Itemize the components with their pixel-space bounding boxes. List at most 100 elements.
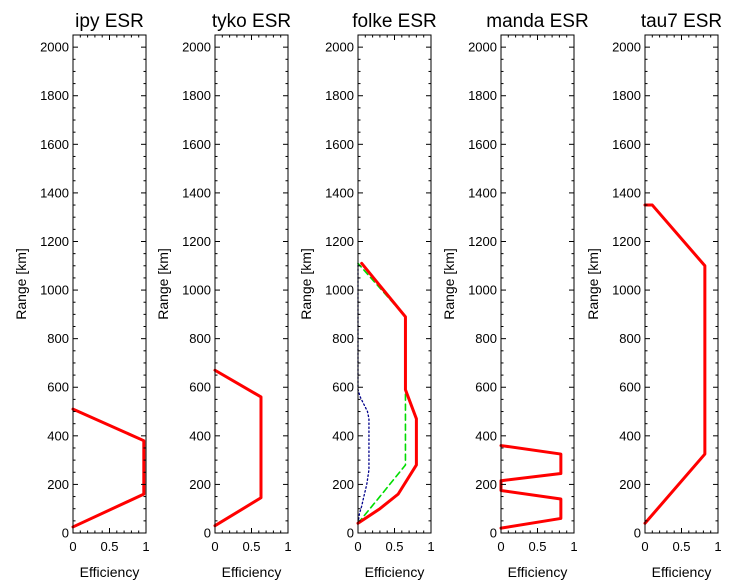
- x-tick-label: 0: [69, 539, 76, 554]
- y-tick-label: 1200: [325, 234, 354, 249]
- y-tick-label: 0: [490, 526, 497, 541]
- x-tick-label: 0.5: [528, 539, 546, 554]
- y-axis-label: Range [km]: [298, 248, 314, 320]
- x-tick-label: 0.5: [100, 539, 118, 554]
- chart-title: tau7 ESR: [641, 11, 722, 32]
- y-tick-label: 200: [332, 477, 354, 492]
- y-tick-label: 600: [189, 380, 211, 395]
- y-tick-label: 1200: [612, 234, 641, 249]
- y-tick-label: 1800: [325, 88, 354, 103]
- y-tick-label: 400: [47, 428, 69, 443]
- x-tick-label: 1: [284, 539, 291, 554]
- y-tick-label: 1000: [40, 283, 69, 298]
- y-tick-label: 1800: [612, 88, 641, 103]
- y-tick-label: 1000: [182, 283, 211, 298]
- y-tick-label: 1400: [182, 185, 211, 200]
- x-tick-label: 1: [142, 539, 149, 554]
- y-tick-label: 800: [189, 331, 211, 346]
- y-tick-label: 800: [475, 331, 497, 346]
- y-tick-label: 0: [62, 526, 69, 541]
- chart-title: manda ESR: [486, 11, 588, 32]
- y-tick-label: 600: [475, 380, 497, 395]
- x-axis-label: Efficiency: [652, 564, 712, 580]
- y-tick-label: 400: [475, 428, 497, 443]
- y-tick-label: 1400: [325, 185, 354, 200]
- y-tick-label: 1400: [468, 185, 497, 200]
- x-tick-label: 1: [570, 539, 577, 554]
- y-tick-label: 1800: [182, 88, 211, 103]
- y-tick-label: 400: [189, 428, 211, 443]
- y-tick-label: 1600: [468, 137, 497, 152]
- y-tick-label: 600: [47, 380, 69, 395]
- panel-0: 0 200 400 600 800 1000 1200 1400 1600 1800 2000 0 0.…: [13, 11, 150, 580]
- chart-title: folke ESR: [352, 11, 436, 32]
- y-tick-label: 1600: [40, 137, 69, 152]
- y-tick-label: 1800: [40, 88, 69, 103]
- y-tick-label: 0: [347, 526, 354, 541]
- y-tick-label: 1400: [612, 185, 641, 200]
- y-tick-label: 800: [619, 331, 641, 346]
- x-tick-label: 0.5: [385, 539, 403, 554]
- y-axis-label: Range [km]: [585, 248, 601, 320]
- x-axis-label: Efficiency: [80, 564, 140, 580]
- axes-box-0: [72, 34, 147, 534]
- x-tick-label: 0.5: [242, 539, 260, 554]
- y-tick-label: 1800: [468, 88, 497, 103]
- series-line-1-0: [213, 368, 263, 528]
- x-axis-label: Efficiency: [508, 564, 568, 580]
- y-tick-label: 400: [332, 428, 354, 443]
- y-tick-label: 1600: [182, 137, 211, 152]
- axes-box-3: [500, 34, 575, 534]
- y-tick-label: 1200: [40, 234, 69, 249]
- series-line-2-1: [357, 262, 407, 525]
- y-tick-label: 200: [619, 477, 641, 492]
- x-tick-label: 0.5: [672, 539, 690, 554]
- y-tick-label: 600: [619, 380, 641, 395]
- x-axis-label: Efficiency: [365, 564, 425, 580]
- y-tick-label: 1000: [468, 283, 497, 298]
- y-tick-label: 1000: [325, 283, 354, 298]
- y-tick-label: 2000: [325, 40, 354, 55]
- chart-title: ipy ESR: [75, 11, 144, 32]
- y-tick-label: 0: [634, 526, 641, 541]
- y-tick-label: 200: [475, 477, 497, 492]
- y-tick-label: 1400: [40, 185, 69, 200]
- y-tick-label: 1200: [182, 234, 211, 249]
- axes-box-2: [357, 34, 432, 534]
- y-axis-label: Range [km]: [155, 248, 171, 320]
- y-tick-label: 1600: [325, 137, 354, 152]
- y-tick-label: 200: [189, 477, 211, 492]
- y-tick-label: 200: [47, 477, 69, 492]
- panel-1: 0 200 400 600 800 1000 1200 1400 1600 1800 2000 0 0.…: [155, 11, 292, 580]
- y-tick-label: 2000: [182, 40, 211, 55]
- y-tick-label: 600: [332, 380, 354, 395]
- y-tick-label: 2000: [612, 40, 641, 55]
- x-axis-label: Efficiency: [222, 564, 282, 580]
- y-tick-label: 1600: [612, 137, 641, 152]
- x-tick-label: 1: [714, 539, 721, 554]
- panel-3: 0 200 400 600 800 1000 1200 1400 1600 1800 2000 0 0.…: [441, 11, 589, 580]
- panel-2: 0 200 400 600 800 1000 1200 1400 1600 1800 2000 0 0.…: [298, 11, 437, 580]
- axes-box-4: [644, 34, 719, 534]
- series-line-2-2: [356, 261, 418, 525]
- axes-box-1: [214, 34, 289, 534]
- panel-4: 0 200 400 600 800 1000 1200 1400 1600 1800 2000 0 0.…: [585, 11, 722, 580]
- x-tick-label: 0: [211, 539, 218, 554]
- y-tick-label: 0: [204, 526, 211, 541]
- y-tick-label: 800: [47, 331, 69, 346]
- y-tick-label: 2000: [468, 40, 497, 55]
- series-line-4-0: [643, 203, 707, 525]
- x-tick-label: 0: [641, 539, 648, 554]
- series-line-2-0: [357, 262, 370, 524]
- chart-title: tyko ESR: [212, 11, 291, 32]
- series-line-3-0: [499, 444, 563, 530]
- x-tick-label: 1: [427, 539, 434, 554]
- y-tick-label: 800: [332, 331, 354, 346]
- series-line-0-0: [71, 407, 146, 529]
- y-axis-label: Range [km]: [441, 248, 457, 320]
- x-tick-label: 0: [497, 539, 504, 554]
- y-tick-label: 2000: [40, 40, 69, 55]
- y-axis-label: Range [km]: [13, 248, 29, 320]
- x-tick-label: 0: [354, 539, 361, 554]
